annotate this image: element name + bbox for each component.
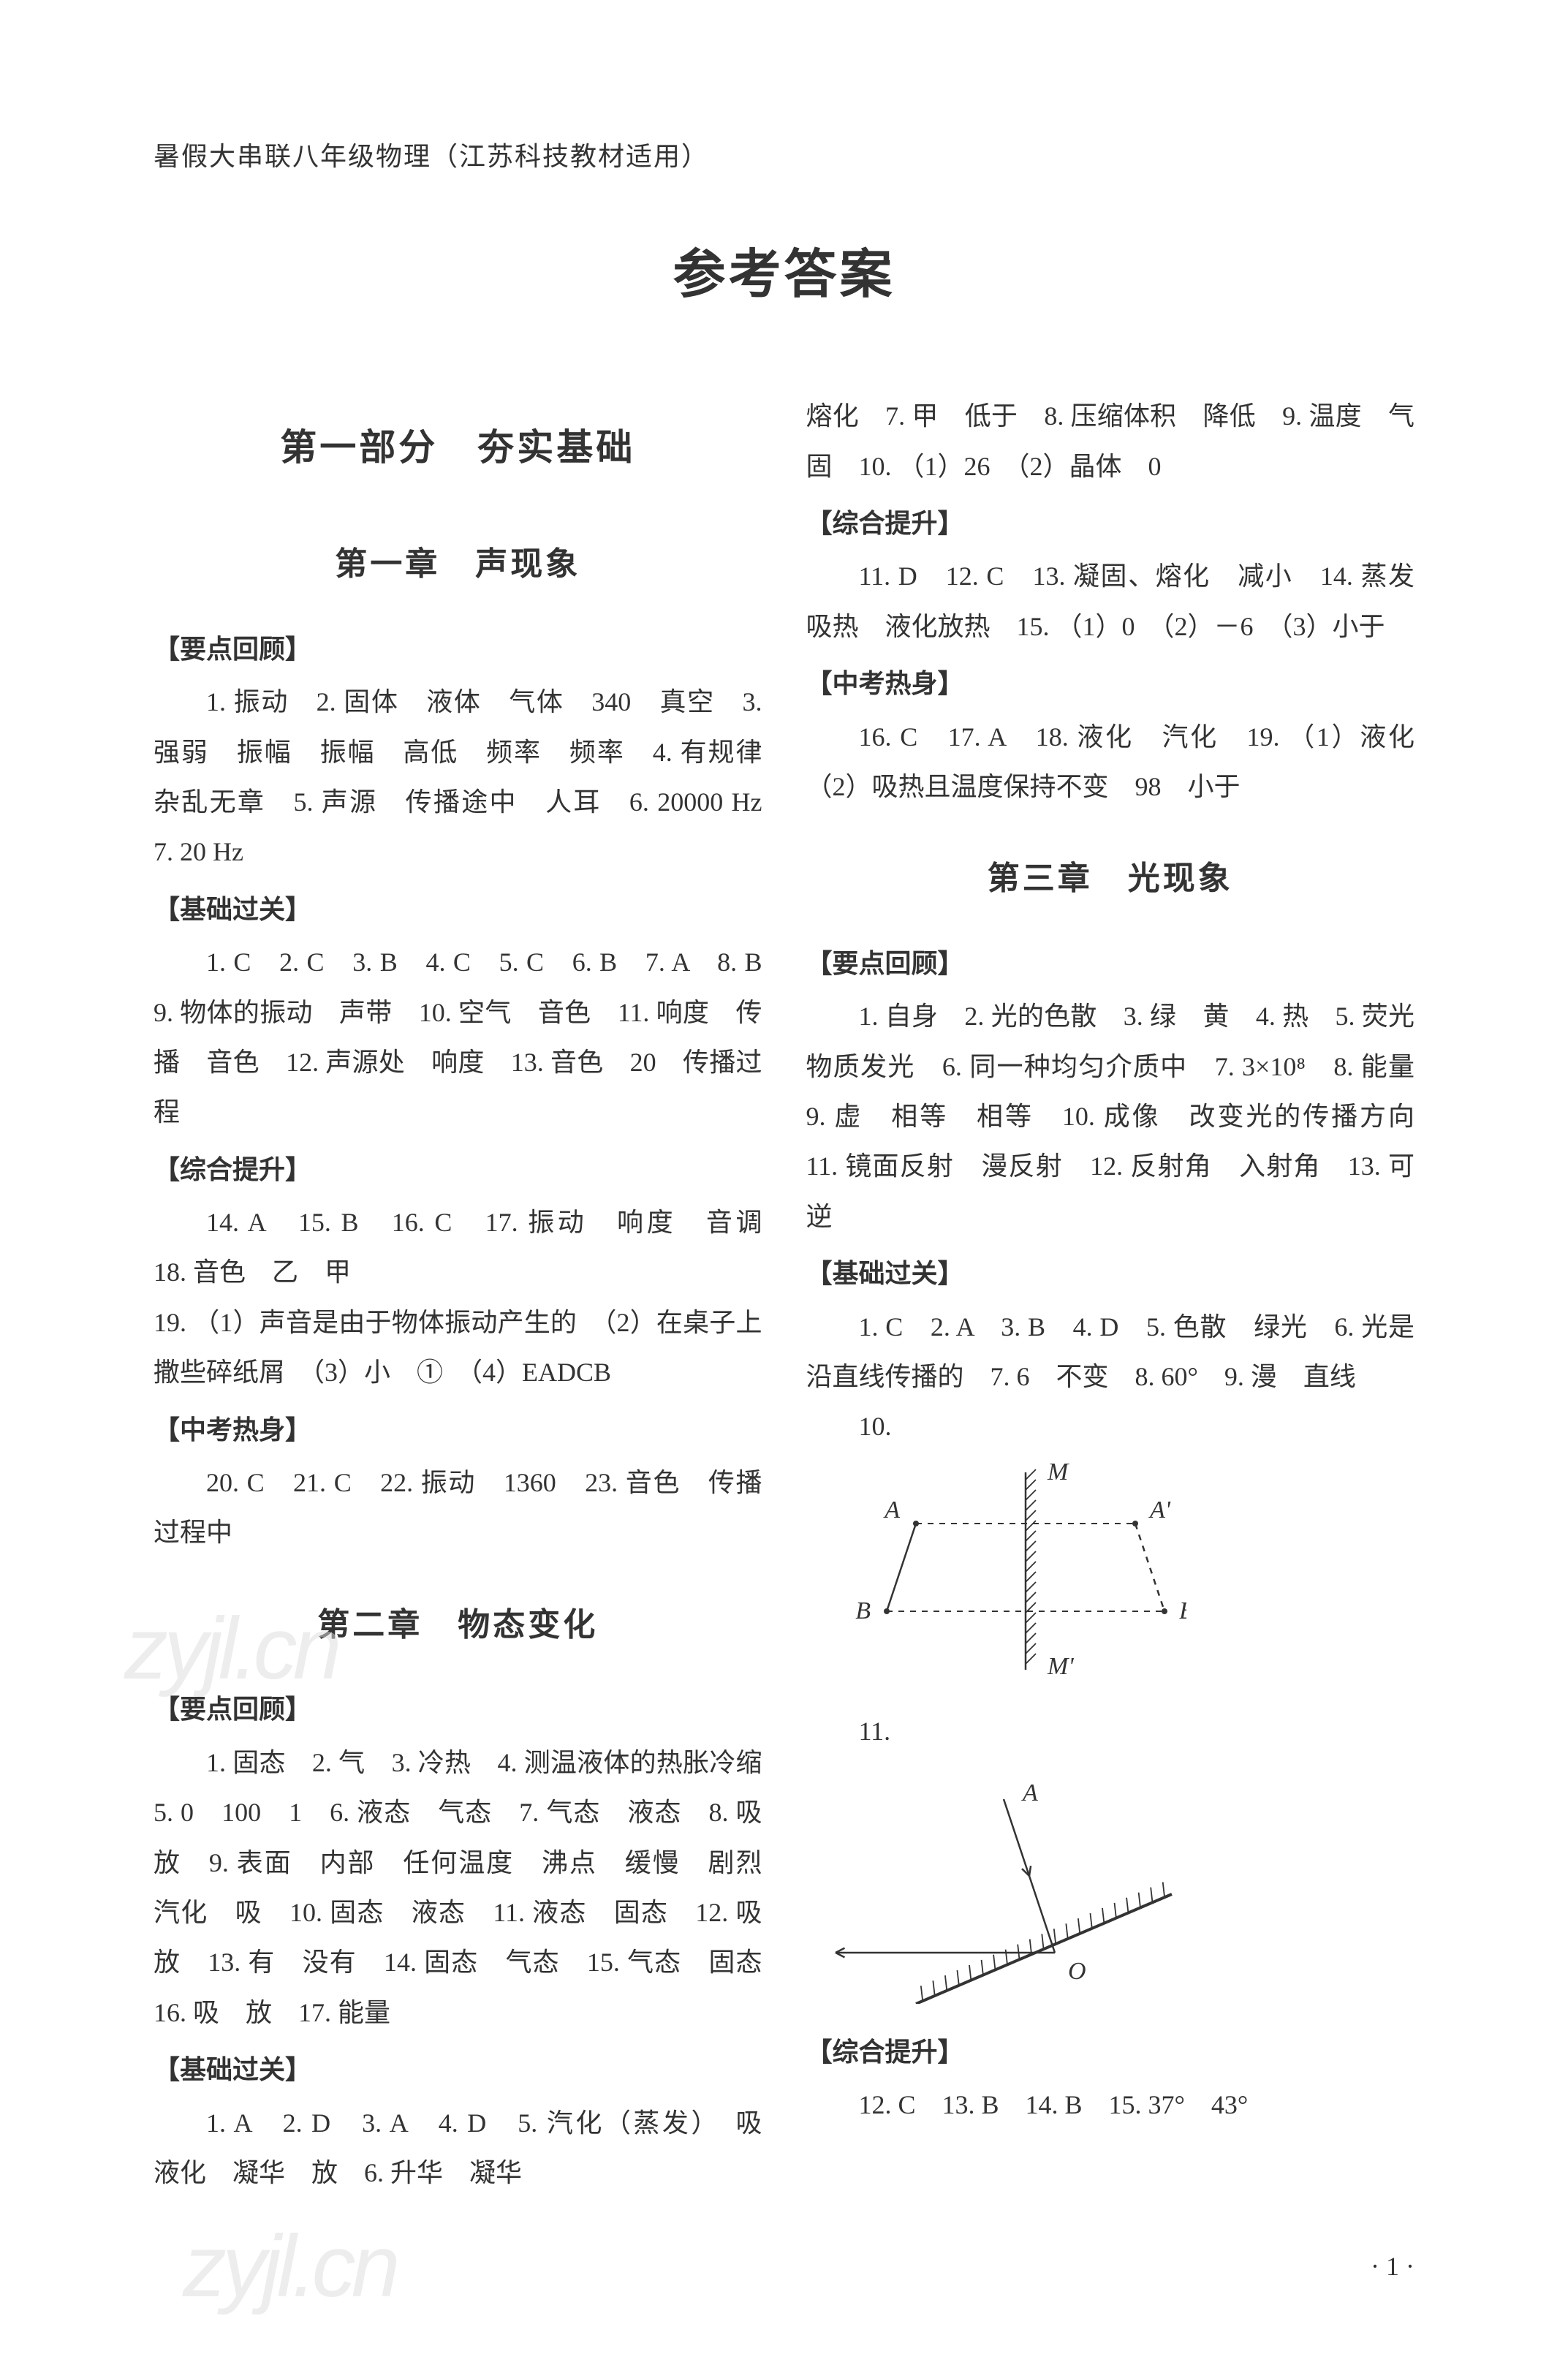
ch1-section-3b-body: 19. （1）声音是由于物体振动产生的 （2）在桌子上撒些碎纸屑 （3）小 ① … [154, 1298, 762, 1398]
figure-10-mirror-diagram: A B A' B' M M' [806, 1458, 1415, 1700]
ch2-section-2-body-right: 熔化 7. 甲 低于 8. 压缩体积 降低 9. 温度 气 固 10. （1）2… [806, 391, 1415, 491]
page-header: 暑假大串联八年级物理（江苏科技教材适用） [154, 132, 1414, 181]
chapter-1-title: 第一章 声现象 [154, 534, 762, 595]
ch3-section-3-body: 12. C 13. B 14. B 15. 37° 43° [806, 2080, 1415, 2130]
figure-11-svg: AO [806, 1763, 1186, 2004]
ch3-section-3-title: 【综合提升】 [806, 2027, 1415, 2077]
svg-text:B': B' [1179, 1597, 1186, 1624]
ch3-section-2-title: 【基础过关】 [806, 1249, 1415, 1298]
ch2-section-2-body-left: 1. A 2. D 3. A 4. D 5. 汽化（蒸发） 吸 液化 凝华 放 … [154, 2098, 762, 2198]
ch2-section-2-title-left: 【基础过关】 [154, 2045, 762, 2095]
ch2-section-3-title: 【综合提升】 [806, 499, 1415, 548]
ch1-section-3-body: 14. A 15. B 16. C 17. 振动 响度 音调 18. 音色 乙 … [154, 1197, 762, 1298]
svg-text:O: O [1068, 1958, 1086, 1985]
ch3-q11-label: 11. [806, 1706, 1415, 1756]
right-column: 熔化 7. 甲 低于 8. 压缩体积 降低 9. 温度 气 固 10. （1）2… [806, 391, 1415, 2198]
main-title: 参考答案 [154, 225, 1414, 325]
ch1-section-4-title: 【中考热身】 [154, 1405, 762, 1455]
ch2-section-1-title: 【要点回顾】 [154, 1684, 762, 1734]
ch1-section-3-title: 【综合提升】 [154, 1145, 762, 1195]
ch2-s2-left-text: 1. A 2. D 3. A 4. D 5. 汽化（蒸发） 吸 液化 凝华 放 … [154, 2108, 789, 2187]
chapter-2-title: 第二章 物态变化 [154, 1594, 762, 1656]
ch2-section-4-title: 【中考热身】 [806, 659, 1415, 708]
left-column: 第一部分 夯实基础 第一章 声现象 【要点回顾】 1. 振动 2. 固体 液体 … [154, 391, 762, 2198]
part-title: 第一部分 夯实基础 [154, 413, 762, 483]
svg-text:A': A' [1148, 1496, 1171, 1524]
figure-10-svg: A B A' B' M M' [806, 1458, 1186, 1684]
ch1-section-1-body: 1. 振动 2. 固体 液体 气体 340 真空 3. 强弱 振幅 振幅 高低 … [154, 677, 762, 877]
svg-text:M': M' [1047, 1653, 1074, 1680]
page-number: · 1 · [154, 2241, 1414, 2291]
ch1-section-4-body: 20. C 21. C 22. 振动 1360 23. 音色 传播过程中 [154, 1458, 762, 1558]
svg-text:B: B [855, 1597, 871, 1624]
ch2-section-1-body: 1. 固态 2. 气 3. 冷热 4. 测温液体的热胀冷缩 5. 0 100 1… [154, 1738, 762, 2037]
ch3-section-1-title: 【要点回顾】 [806, 939, 1415, 988]
svg-text:A: A [1021, 1779, 1038, 1806]
ch1-section-2-title: 【基础过关】 [154, 885, 762, 934]
svg-text:M: M [1047, 1458, 1069, 1486]
ch2-section-3-body: 11. D 12. C 13. 凝固、熔化 减小 14. 蒸发吸热 液化放热 1… [806, 551, 1415, 651]
ch2-s2-right-text: 熔化 7. 甲 低于 8. 压缩体积 降低 9. 温度 气 固 10. （1）2… [806, 401, 1442, 480]
svg-text:A: A [883, 1496, 900, 1524]
figure-11-reflection-diagram: AO [806, 1763, 1415, 2020]
ch1-section-1-title: 【要点回顾】 [154, 624, 762, 674]
ch3-q10-label: 10. [806, 1401, 1415, 1451]
ch3-section-2-body: 1. C 2. A 3. B 4. D 5. 色散 绿光 6. 光是沿直线传播的… [806, 1302, 1415, 1402]
ch2-section-4-body: 16. C 17. A 18. 液化 汽化 19. （1）液化 （2）吸热且温度… [806, 712, 1415, 812]
ch1-section-2-body: 1. C 2. C 3. B 4. C 5. C 6. B 7. A 8. B … [154, 937, 762, 1138]
chapter-3-title: 第三章 光现象 [806, 848, 1415, 909]
ch3-section-1-body: 1. 自身 2. 光的色散 3. 绿 黄 4. 热 5. 荧光物质发光 6. 同… [806, 991, 1415, 1241]
content-columns: 第一部分 夯实基础 第一章 声现象 【要点回顾】 1. 振动 2. 固体 液体 … [154, 391, 1414, 2198]
